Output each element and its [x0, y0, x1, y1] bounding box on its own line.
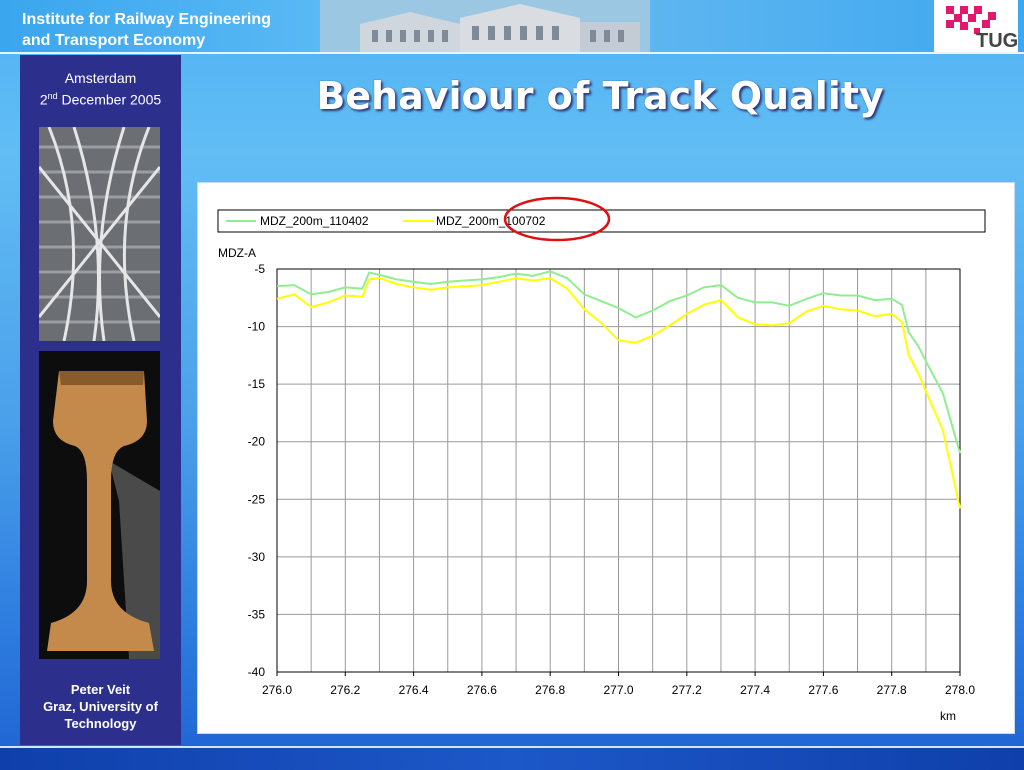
footer-bar	[0, 746, 1024, 770]
line-chart: MDZ_200m_110402 MDZ_200m_100702 MDZ-A km…	[217, 196, 986, 723]
x-tick-label: 278.0	[945, 683, 975, 697]
highlight-circle	[503, 196, 611, 242]
chart-panel: MDZ_200m_110402 MDZ_200m_100702 MDZ-A km…	[197, 182, 1015, 734]
y-tick-label: -40	[248, 665, 266, 679]
event-date: 2nd December 2005	[20, 87, 181, 109]
y-tick-label: -10	[248, 320, 266, 334]
y-tick-label: -15	[248, 377, 266, 391]
author-affiliation-1: Graz, University of	[43, 699, 158, 714]
sidebar: Amsterdam 2nd December 2005 Peter Veit G…	[20, 55, 181, 745]
x-tick-label: 277.4	[740, 683, 770, 697]
tug-logo-mark-icon	[946, 6, 996, 34]
event-date-suffix: nd	[47, 91, 58, 101]
rail-cross-section-photo	[39, 351, 160, 659]
x-tick-label: 276.4	[399, 683, 429, 697]
legend-box	[217, 209, 986, 233]
event-date-rest: December 2005	[57, 91, 162, 108]
tug-logo-text: TUG	[976, 30, 1019, 52]
legend-label-series-1: MDZ_200m_110402	[260, 214, 369, 228]
series-line-2	[276, 277, 961, 509]
x-tick-label: 277.0	[603, 683, 633, 697]
y-tick-label: -30	[248, 550, 266, 564]
building-banner-image	[320, 0, 650, 52]
x-tick-label: 277.2	[672, 683, 702, 697]
institute-line-2: and Transport Economy	[22, 32, 206, 49]
legend-label-series-2: MDZ_200m_100702	[436, 214, 546, 228]
x-tick-label: 277.6	[808, 683, 838, 697]
slide-title: Behaviour of Track Quality	[316, 74, 884, 118]
event-place: Amsterdam	[64, 70, 137, 86]
x-axis-label: km	[940, 709, 956, 723]
x-tick-label: 276.6	[467, 683, 497, 697]
y-tick-label: -20	[248, 435, 266, 449]
institute-line-1: Institute for Railway Engineering	[22, 11, 271, 28]
event-date-day: 2	[39, 91, 48, 108]
track-switch-photo	[39, 127, 160, 341]
y-tick-label: -25	[248, 492, 266, 506]
header-bar: Institute for Railway Engineering and Tr…	[0, 0, 1024, 54]
x-tick-label: 276.2	[330, 683, 360, 697]
event-info: Amsterdam 2nd December 2005	[20, 69, 181, 109]
author-affiliation-2: Technology	[64, 716, 137, 731]
y-axis-label: MDZ-A	[218, 246, 256, 260]
series-line-1	[276, 270, 961, 454]
x-tick-label: 276.8	[535, 683, 565, 697]
tug-logo: TUG	[934, 0, 1018, 52]
author-name: Peter Veit	[70, 682, 131, 697]
y-tick-label: -5	[254, 262, 265, 276]
x-tick-label: 276.0	[262, 683, 292, 697]
institute-title: Institute for Railway Engineering and Tr…	[22, 9, 271, 51]
author-info: Peter Veit Graz, University of Technolog…	[20, 681, 181, 732]
y-tick-label: -35	[248, 607, 266, 621]
x-tick-label: 277.8	[877, 683, 907, 697]
